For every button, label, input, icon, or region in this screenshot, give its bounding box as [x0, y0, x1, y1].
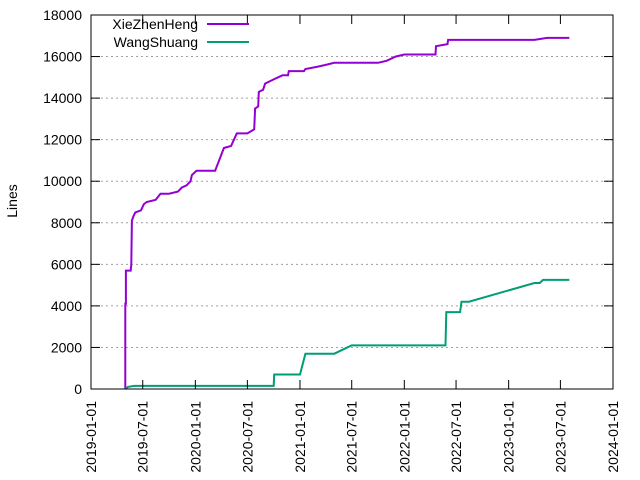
x-axis: 2019-01-01 2019-07-01 2020-01-01 2020-07-01… [83, 15, 621, 473]
plot-frame [90, 14, 614, 390]
y-tick-label: 6000 [51, 256, 82, 272]
x-tick-label: 2020-01-01 [187, 401, 203, 473]
y-tick-label: 2000 [51, 339, 82, 355]
legend: XieZhenHeng WangShuang [112, 16, 249, 50]
y-tick-label: 14000 [43, 90, 82, 106]
y-axis-label: Lines [4, 184, 20, 217]
y-tick-label: 8000 [51, 215, 82, 231]
y-tick-label: 10000 [43, 173, 82, 189]
x-tick-label: 2019-01-01 [83, 401, 99, 473]
x-tick-label: 2021-01-01 [292, 401, 308, 473]
x-tick-label: 2022-07-01 [448, 401, 464, 473]
x-tick-label: 2024-01-01 [605, 401, 621, 473]
x-tick-label: 2022-01-01 [396, 401, 412, 473]
x-tick-label: 2020-07-01 [239, 401, 255, 473]
y-tick-label: 18000 [43, 7, 82, 23]
y-tick-label: 0 [74, 381, 82, 397]
x-tick-label: 2023-01-01 [501, 401, 517, 473]
y-tick-label: 4000 [51, 298, 82, 314]
series-lines [124, 36, 570, 390]
grid-lines [91, 56, 613, 348]
y-tick-label: 12000 [43, 132, 82, 148]
y-tick-label: 16000 [43, 49, 82, 65]
x-tick-label: 2019-07-01 [135, 401, 151, 473]
legend-label-xiezhenheng: XieZhenHeng [112, 16, 198, 32]
y-axis: 0 2000 4000 6000 8000 10000 12000 14000 16000 180… [43, 7, 613, 397]
series-line-xiezhenheng [124, 36, 570, 389]
legend-label-wangshuang: WangShuang [114, 34, 198, 50]
x-tick-label: 2023-07-01 [552, 401, 568, 473]
x-tick-label: 2021-07-01 [344, 401, 360, 473]
series-line-wangshuang [124, 278, 570, 390]
